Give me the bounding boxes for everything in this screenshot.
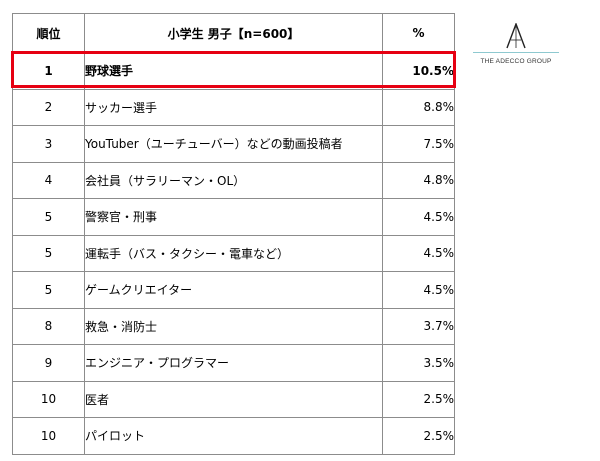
job-cell: サッカー選手 [84,88,383,126]
rank-cell: 1 [12,52,85,90]
percent-cell: 8.8% [382,88,455,126]
adecco-a-mark-icon [506,23,526,49]
table-row: 5 運転手（バス・タクシー・電車など） 4.5% [12,234,455,272]
job-cell: 運転手（バス・タクシー・電車など） [84,234,383,272]
header-title: 小学生 男子【n=600】 [84,13,383,53]
job-cell: YouTuber（ユーチューバー）などの動画投稿者 [84,125,383,163]
rank-cell: 5 [12,271,85,309]
job-cell: 医者 [84,380,383,418]
percent-cell: 4.8% [382,161,455,199]
percent-cell: 2.5% [382,380,455,418]
percent-cell: 7.5% [382,125,455,163]
table-header-row: 順位 小学生 男子【n=600】 % [12,13,455,53]
table-body: 1 野球選手 10.5% 2 サッカー選手 8.8% 3 YouTuber（ユーチューバー）な… [12,52,455,455]
rank-cell: 10 [12,380,85,418]
logo-text: THE ADECCO GROUP [480,58,552,65]
rank-cell: 10 [12,417,85,455]
header-rank: 順位 [12,13,85,53]
rank-cell: 2 [12,88,85,126]
table-row: 10 医者 2.5% [12,380,455,418]
rank-cell: 9 [12,344,85,382]
percent-cell: 4.5% [382,271,455,309]
job-cell: パイロット [84,417,383,455]
percent-cell: 3.5% [382,344,455,382]
job-cell: エンジニア・プログラマー [84,344,383,382]
table-row: 10 パイロット 2.5% [12,417,455,455]
header-percent: % [382,13,455,53]
job-cell: 警察官・刑事 [84,198,383,236]
job-cell: ゲームクリエイター [84,271,383,309]
job-cell: 野球選手 [84,52,383,90]
logo-rule [473,52,559,53]
percent-cell: 2.5% [382,417,455,455]
table-row: 2 サッカー選手 8.8% [12,88,455,126]
table-row: 9 エンジニア・プログラマー 3.5% [12,344,455,382]
percent-cell: 10.5% [382,52,455,90]
table-row: 1 野球選手 10.5% [12,52,455,90]
rank-cell: 5 [12,234,85,272]
rank-cell: 4 [12,161,85,199]
rank-cell: 8 [12,307,85,345]
percent-cell: 4.5% [382,234,455,272]
ranking-table: 順位 小学生 男子【n=600】 % 1 野球選手 10.5% 2 サッカー選手 8.8%… [12,13,455,455]
table-row: 8 救急・消防士 3.7% [12,307,455,345]
table-row: 5 ゲームクリエイター 4.5% [12,271,455,309]
percent-cell: 4.5% [382,198,455,236]
table-row: 5 警察官・刑事 4.5% [12,198,455,236]
table-row: 3 YouTuber（ユーチューバー）などの動画投稿者 7.5% [12,125,455,163]
table-row: 4 会社員（サラリーマン・OL） 4.8% [12,161,455,199]
rank-cell: 5 [12,198,85,236]
rank-cell: 3 [12,125,85,163]
job-cell: 会社員（サラリーマン・OL） [84,161,383,199]
adecco-logo: THE ADECCO GROUP [473,23,559,73]
percent-cell: 3.7% [382,307,455,345]
job-cell: 救急・消防士 [84,307,383,345]
